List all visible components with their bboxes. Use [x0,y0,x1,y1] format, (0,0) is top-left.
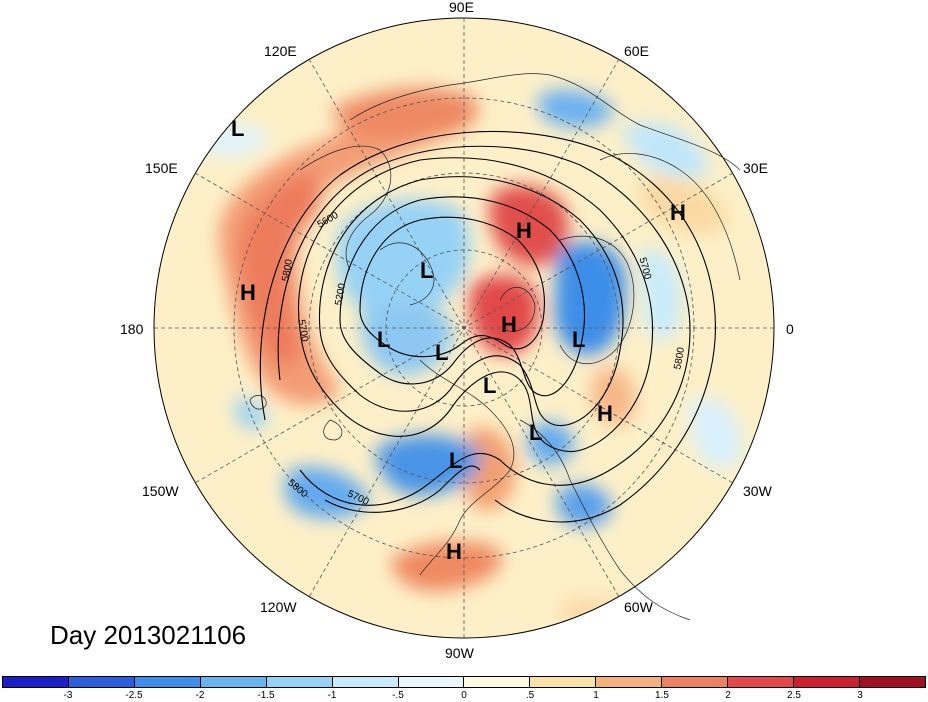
pressure-centers: L H H L H L L L H L L L L H H H [231,116,686,564]
low-center-marker: L [572,327,585,352]
low-center-marker: L [529,420,542,445]
colorbar-tick-label: 1.5 [655,690,669,701]
colorbar-segment [200,677,267,687]
low-center-marker: L [231,116,244,141]
high-center-marker: H [240,280,256,305]
low-center-marker: L [377,327,390,352]
colorbar-tick-label: -2 [195,690,205,701]
contour-label: 5700 [295,319,310,343]
low-center-marker: L [420,258,433,283]
graticule [154,18,774,638]
colorbar-segment [134,677,201,687]
colorbar-tick-label: 2.5 [787,690,801,701]
lon-label-90e: 90E [449,0,474,15]
colorbar-tick-label: -2.5 [125,690,143,701]
low-center-marker: L [449,448,462,473]
anomaly-field [154,18,774,638]
colorbar-segment [332,677,399,687]
colorbar-tick-label: .5 [525,690,535,701]
lon-label-150w: 150W [142,483,179,499]
colorbar-segment [596,677,663,687]
high-center-marker: H [516,218,532,243]
colorbar-segment [530,677,597,687]
colorbar-tick-label: -1.5 [257,690,275,701]
colorbar-segment [464,677,531,687]
colorbar-tick-label: 1 [593,690,599,701]
colorbar-tick-label: 3 [857,690,863,701]
lon-label-30e: 30E [743,160,768,176]
colorbar-segment [794,677,860,687]
low-center-marker: L [435,340,448,365]
colorbar-tick-label: -3 [63,690,73,701]
colorbar-segment [859,677,925,687]
colorbar-tick-labels: -3 -2.5 -2 -1.5 -1 -.5 0 .5 1 1.5 2 2.5 3 [2,690,926,702]
high-center-marker: H [670,200,686,225]
colorbar-segment [662,677,729,687]
lon-label-120w: 120W [260,599,297,615]
coastlines [249,73,741,621]
height-contours [259,130,716,523]
colorbar-tick-label: -.5 [392,690,404,701]
colorbar-tick-label: -1 [327,690,337,701]
longitude-labels: 90E 60E 30E 0 30W 60W 90W 120W 150W 180 … [120,0,794,661]
colorbar-segment [68,677,135,687]
low-center-marker: L [483,373,496,398]
colorbar-segment [728,677,795,687]
lon-label-60e: 60E [624,43,649,59]
colorbar-segment [3,677,69,687]
colorbar-segment [398,677,465,687]
high-center-marker: H [597,401,613,426]
lon-label-30w: 30W [743,483,773,499]
high-center-marker: H [446,539,462,564]
colorbar [2,676,926,688]
lon-label-120e: 120E [264,43,297,59]
lon-label-0: 0 [786,321,794,337]
colorbar-tick-label: 2 [725,690,731,701]
contour-label: 5200 [333,282,348,306]
lon-label-60w: 60W [624,599,654,615]
contour-label: 5800 [280,258,295,282]
map-title: Day 2013021106 [50,620,247,650]
colorbar-tick-label: 0 [461,690,467,701]
contour-label: 5800 [672,346,687,370]
colorbar-segment [266,677,333,687]
lon-label-150e: 150E [145,160,178,176]
high-center-marker: H [501,312,517,337]
lon-label-180: 180 [120,321,144,337]
lon-label-90w: 90W [445,645,475,661]
